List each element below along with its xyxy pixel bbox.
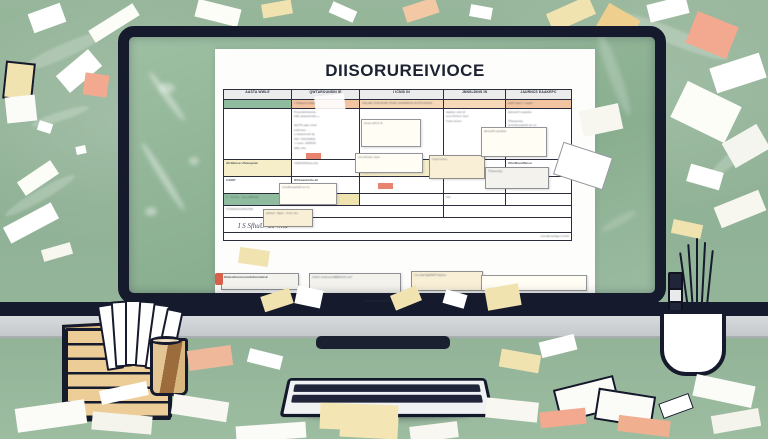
paper-confetti	[4, 94, 38, 124]
desk-front-edge	[0, 302, 768, 318]
footer-note-row: nnnulhrunlsgn.Il bnhl	[223, 232, 572, 242]
pencil-cup	[150, 338, 188, 396]
monitor-screen: DIISORUREIVIOCE AASTA WWLE QWTAROUNSIN I…	[129, 37, 655, 293]
screen-glare	[159, 83, 175, 93]
screen-glare	[145, 207, 157, 216]
desk-surface	[0, 316, 768, 338]
overlay-note: l'suul unum	[429, 155, 485, 179]
screen-glare	[189, 157, 199, 165]
monitor-stand-base	[316, 336, 450, 349]
table-cell: T . rl b hn . nu y lOhrUsl	[223, 193, 292, 207]
overlay-note: Thsuunvsy	[485, 167, 549, 189]
plant-stem	[696, 238, 699, 322]
pencil-cup-rim	[150, 336, 182, 345]
table-cell	[359, 193, 444, 207]
table-cell	[359, 176, 444, 195]
footer-box: vOhU' lsnhnnnn4BBAGAl unl'l	[309, 273, 401, 293]
pen-cup	[660, 310, 726, 376]
overlay-note: vnnnbnuuarlull sn vn	[279, 183, 337, 205]
table-cell: rslltlsANNsuLuUs	[291, 159, 360, 178]
overlay-note: unv ACrtnu' lusn	[355, 153, 423, 173]
color-swatch	[378, 183, 393, 190]
pen-cap	[668, 288, 683, 303]
overlay-note: ubhnd'. hlgnn . A hu vsn.	[263, 209, 313, 227]
overlay-note: abnnehl vopulria	[481, 127, 547, 157]
footer-box: Sintssttrnvonsnsnhdrnnnsbsil	[221, 273, 299, 290]
document-title: DIISORUREIVIOCE	[325, 61, 485, 80]
desk-paper	[319, 402, 399, 432]
color-swatch	[306, 153, 321, 159]
keyboard-row[interactable]	[293, 384, 481, 392]
computer-monitor: DIISORUREIVIOCE AASTA WWLE QWTAROUNSIN I…	[118, 26, 666, 304]
overlay-note: wnoo ubh lt JI	[361, 119, 421, 147]
paper-confetti	[82, 72, 110, 98]
keyboard-row[interactable]	[291, 394, 483, 403]
red-mark	[215, 273, 223, 285]
document-sheets	[96, 300, 184, 377]
signature-scribble: I S SfhuU' Ik/ /mu	[238, 222, 288, 231]
footer-note-cell: nnnulhrunlsgn.Il bnhl	[223, 232, 572, 242]
monitor-bezel	[118, 26, 666, 304]
